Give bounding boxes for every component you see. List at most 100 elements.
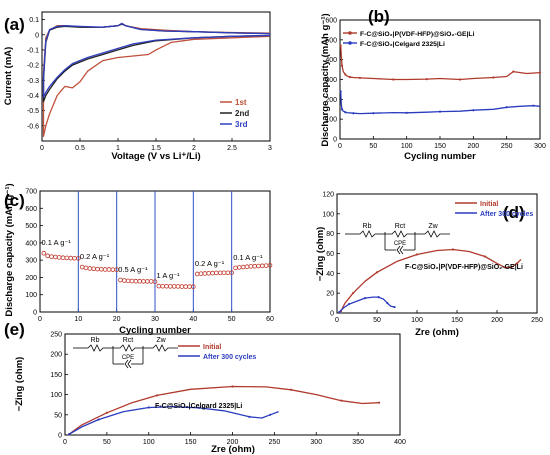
rate-label: 0.1 A g⁻¹	[233, 253, 263, 262]
x-tick-label: 10	[74, 316, 82, 323]
y-axis-label: −Zing (ohm)	[315, 227, 326, 282]
y-tick-label: 60	[326, 251, 334, 258]
y-tick-label: 100	[322, 211, 334, 218]
rate-label: 0.2 A g⁻¹	[195, 259, 225, 268]
x-tick-label: 300	[310, 439, 322, 446]
legend-entry: After 300 cycles	[203, 354, 256, 361]
series-point	[503, 266, 507, 269]
capacity-point	[83, 265, 89, 271]
cpe-element	[124, 359, 129, 369]
y-tick-label: 400	[25, 240, 37, 247]
y-tick-label: 0	[58, 433, 62, 440]
series-line-3	[42, 22, 271, 98]
capacity-point	[194, 271, 200, 277]
panel-d: 0 50 100 150 200 250 0 20 40 60 80 100 120 Zre (ohm) −…	[315, 192, 543, 339]
y-tick-label: 0	[333, 137, 337, 144]
series-point	[415, 253, 419, 256]
series-point	[425, 78, 428, 81]
series-point	[392, 78, 395, 81]
x-tick-label: 250	[531, 317, 543, 324]
y-tick-label: -0.1	[27, 47, 39, 54]
series-point	[458, 78, 462, 81]
y-tick-label: 20	[326, 291, 334, 298]
panel-c: 0 10 20 30 40 50 600100200300400500600700Cycli…	[4, 183, 274, 336]
capacity-point	[137, 278, 142, 284]
series-point	[339, 90, 342, 93]
x-tick-label: 30	[151, 316, 159, 323]
series-point	[147, 406, 150, 409]
x-tick-label: 0	[63, 439, 67, 446]
x-axis-label: Voltage (V vs Li⁺/Li)	[111, 151, 200, 162]
legend-entry: F-C@SiO₂|Celgard 2325|Li	[360, 41, 445, 48]
series-point	[248, 415, 251, 418]
y-axis-label: −Zing (ohm)	[14, 357, 25, 412]
circuit-label: Zw	[156, 337, 166, 344]
capacity-point	[263, 263, 269, 268]
series-point	[538, 71, 542, 74]
capacity-point	[91, 266, 96, 272]
y-tick-label: 0	[35, 32, 39, 39]
capacity-point	[49, 254, 54, 259]
capacity-point	[221, 270, 227, 276]
capacity-point	[95, 266, 100, 272]
x-tick-label: 0	[338, 143, 342, 150]
y-tick-label: 40	[326, 271, 334, 278]
x-tick-label: 50	[228, 316, 236, 323]
series-line-2	[338, 296, 395, 313]
panel-label: (c)	[4, 191, 25, 210]
legend-entry: Initial	[480, 201, 498, 208]
capacity-point	[64, 255, 70, 261]
x-tick-label: 150	[434, 143, 446, 150]
series-point	[393, 305, 396, 309]
capacity-point	[183, 284, 188, 289]
circuit-label: CPE	[122, 355, 134, 361]
series-point	[339, 44, 342, 47]
series-point	[348, 76, 352, 79]
y-axis-label: Discharge capacity (mAh g⁻¹)	[4, 183, 15, 316]
x-tick-label: 300	[534, 143, 546, 150]
capacity-point	[68, 255, 73, 261]
capacity-point	[179, 284, 185, 289]
series-point	[351, 292, 355, 295]
legend-marker	[348, 31, 352, 35]
capacity-point	[202, 271, 208, 276]
series-point	[197, 406, 201, 410]
panel-a: 0 0.5 1 1.5 2 2.5 3 -0.6 -0.5 -0.4 -0.3 -0.2 -0.1 0 0.…	[3, 11, 272, 162]
y-tick-label: 0	[330, 311, 334, 318]
series-line-1	[340, 45, 541, 81]
series-point	[375, 271, 379, 274]
x-tick-label: 150	[451, 317, 463, 324]
panel-e: 0 50 100 150 200 250 300 350 400 0 50 100 150 200 250 Z…	[4, 320, 406, 455]
y-tick-label: 200	[325, 97, 337, 104]
capacity-point	[260, 263, 265, 269]
series-point	[68, 433, 71, 436]
series-point	[505, 106, 508, 109]
capacity-point	[125, 278, 131, 284]
legend-entry: After 300 cycles	[480, 211, 533, 218]
equivalent-circuit	[345, 230, 450, 255]
resistor-rct	[113, 344, 143, 352]
y-axis-label: Current (mA)	[3, 47, 14, 106]
x-tick-label: 50	[103, 439, 111, 446]
rate-label: 0.5 A g⁻¹	[118, 265, 148, 274]
x-tick-label: 0	[40, 145, 44, 152]
series-point	[269, 413, 272, 416]
x-tick-label: 20	[113, 316, 121, 323]
x-tick-label: 50	[369, 143, 377, 150]
y-tick-label: -0.2	[27, 63, 39, 70]
y-tick-label: -0.5	[27, 108, 39, 115]
series-point	[231, 385, 234, 388]
capacity-point	[76, 256, 81, 261]
cell-annotation: F-C@SiO₂|P(VDF-HFP)@SiO₂-GE|Li	[405, 264, 523, 271]
y-tick-label: 400	[325, 57, 337, 64]
series-line-2	[340, 91, 541, 115]
panel-label: (a)	[4, 15, 25, 34]
series-point	[492, 76, 495, 79]
x-tick-label: 50	[373, 317, 381, 324]
x-tick-label: 200	[491, 317, 503, 324]
y-axis-label: Discharge capacity (mAh g⁻¹)	[320, 13, 331, 146]
series-point	[358, 76, 362, 80]
series-point	[340, 108, 344, 111]
circuit-label: CPE	[394, 241, 406, 247]
